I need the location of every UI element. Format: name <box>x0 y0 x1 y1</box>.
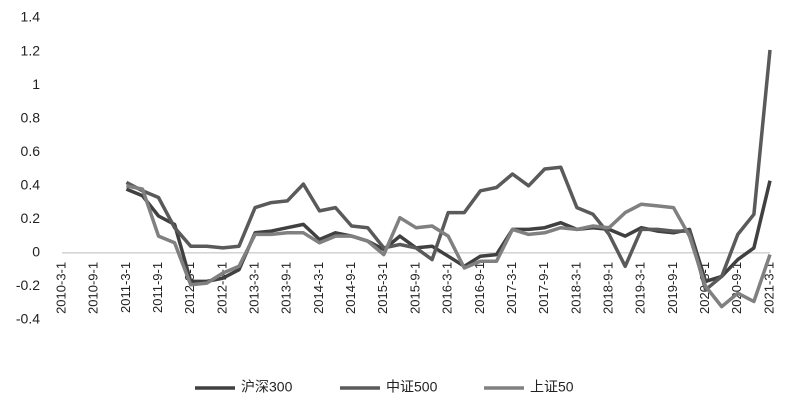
x-tick-label: 2011-3-1 <box>118 262 133 313</box>
x-tick-label: 2017-9-1 <box>536 262 551 314</box>
y-tick-label: 0.8 <box>21 109 41 125</box>
y-tick-label: 1.4 <box>21 9 41 25</box>
y-tick-label: 0.4 <box>21 176 41 192</box>
x-tick-label: 2013-3-1 <box>247 262 262 314</box>
x-tick-label: 2015-3-1 <box>375 262 390 314</box>
series-line <box>126 184 772 309</box>
y-tick-label: -0.4 <box>16 311 40 327</box>
x-tick-label: 2010-3-1 <box>53 262 68 314</box>
x-tick-label: 2011-9-1 <box>150 262 165 313</box>
legend-label: 沪深300 <box>241 379 293 395</box>
x-tick-label: 2018-3-1 <box>568 262 583 314</box>
x-tick-label: 2013-9-1 <box>279 262 294 314</box>
y-tick-label: -0.2 <box>16 277 40 293</box>
y-tick-label: 1.2 <box>21 42 41 58</box>
x-tick-label: 2014-9-1 <box>343 262 358 314</box>
x-tick-label: 2019-3-1 <box>633 262 648 314</box>
y-tick-label: 0.2 <box>21 210 41 226</box>
x-tick-label: 2016-9-1 <box>472 262 487 314</box>
x-tick-label: 2018-9-1 <box>601 262 616 314</box>
series-line <box>125 49 772 292</box>
x-tick-label: 2020-9-1 <box>729 262 744 314</box>
x-tick-label: 2014-3-1 <box>311 262 326 314</box>
legend-label: 上证50 <box>530 379 574 395</box>
y-tick-label: 0 <box>32 244 40 260</box>
x-tick-label: 2019-9-1 <box>665 262 680 314</box>
y-tick-label: 1 <box>32 76 40 92</box>
x-tick-label: 2021-3-1 <box>761 262 776 314</box>
x-tick-label: 2016-3-1 <box>440 262 455 314</box>
x-tick-label: 2017-3-1 <box>504 262 519 314</box>
x-tick-label: 2010-9-1 <box>86 262 101 314</box>
x-tick-label: 2015-9-1 <box>407 262 422 314</box>
y-tick-label: 0.6 <box>21 143 41 159</box>
legend-label: 中证500 <box>386 379 438 395</box>
